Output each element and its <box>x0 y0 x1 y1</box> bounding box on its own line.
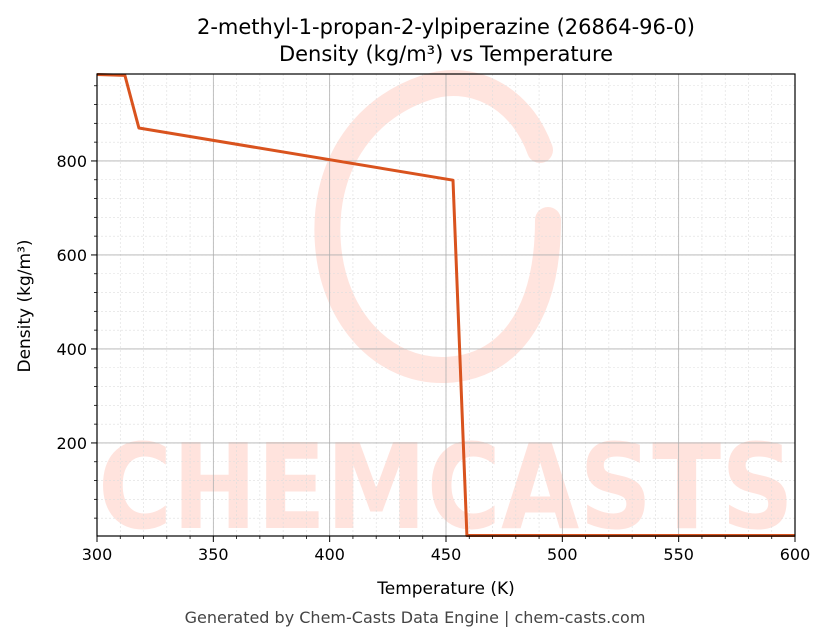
y-axis-label: Density (kg/m³) <box>15 239 35 372</box>
y-axis: 200 400 600 800 <box>56 85 97 519</box>
x-axis: 300 350 400 450 500 550 600 <box>82 536 811 564</box>
x-tick-label: 550 <box>663 545 694 564</box>
x-tick-label: 450 <box>431 545 462 564</box>
x-tick-label: 300 <box>82 545 113 564</box>
footer-credit: Generated by Chem-Casts Data Engine | ch… <box>184 608 646 627</box>
watermark-swirl <box>314 70 561 384</box>
x-tick-label: 500 <box>547 545 578 564</box>
y-tick-label: 600 <box>56 246 87 265</box>
x-tick-label: 350 <box>198 545 229 564</box>
chart: CHEMCASTS 300 350 400 450 500 550 600 20040060… <box>15 15 811 599</box>
x-tick-label: 400 <box>314 545 345 564</box>
y-tick-label: 200 <box>56 434 87 453</box>
x-axis-label: Temperature (K) <box>376 579 515 599</box>
chart-title: 2-methyl-1-propan-2-ylpiperazine (26864-… <box>197 15 695 39</box>
x-tick-label: 600 <box>780 545 811 564</box>
y-tick-label: 800 <box>56 152 87 171</box>
y-tick-label: 400 <box>56 340 87 359</box>
chart-subtitle: Density (kg/m³) vs Temperature <box>279 42 613 66</box>
